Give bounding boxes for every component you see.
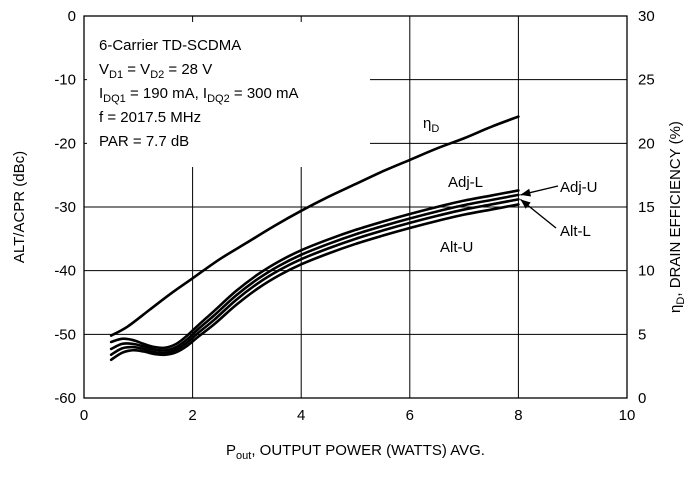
y-right-tick-label: 25 xyxy=(638,72,655,89)
label-text: = V xyxy=(123,61,150,78)
series-label: Adj-L xyxy=(448,174,483,191)
x-tick-label: 4 xyxy=(297,407,305,424)
label-text: I xyxy=(99,85,103,102)
subscript-text: DQ1 xyxy=(103,93,126,105)
label-text: Alt-U xyxy=(440,239,473,256)
subscript-text: D xyxy=(675,297,687,305)
subscript-text: D2 xyxy=(150,69,164,81)
y-left-axis-title: ALT/ACPR (dBc) xyxy=(11,151,28,263)
y-left-tick-label: -20 xyxy=(54,135,76,152)
condition-line: 6-Carrier TD-SCDMA xyxy=(99,37,241,54)
y-left-tick-label: -50 xyxy=(54,326,76,343)
label-text: Alt-L xyxy=(560,223,591,240)
subscript-text: D xyxy=(431,123,439,135)
x-axis-title: Pout, OUTPUT POWER (WATTS) AVG. xyxy=(226,442,485,462)
label-text: = 300 mA xyxy=(230,85,299,102)
label-arrow-head xyxy=(520,199,531,209)
x-tick-label: 2 xyxy=(188,407,196,424)
plot-frame xyxy=(83,15,628,399)
condition-line: f = 2017.5 MHz xyxy=(99,109,201,126)
series-line-adj-l xyxy=(109,189,520,350)
label-text: P xyxy=(226,442,236,459)
label-text: = 28 V xyxy=(164,61,212,78)
series-line--d xyxy=(109,115,520,337)
label-text: 6-Carrier TD-SCDMA xyxy=(99,37,241,54)
series-label: Alt-L xyxy=(560,223,591,240)
y-left-tick-label: -10 xyxy=(54,72,76,89)
subscript-text: D1 xyxy=(109,69,123,81)
series-label: ηD xyxy=(423,115,439,135)
y-right-tick-label: 10 xyxy=(638,263,655,280)
conditions-background xyxy=(87,22,370,167)
label-arrow-head xyxy=(520,188,532,197)
label-text: η xyxy=(423,115,431,132)
y-right-tick-label: 5 xyxy=(638,326,646,343)
chart-labels: Pout, OUTPUT POWER (WATTS) AVG. ALT/ACPR … xyxy=(11,22,687,462)
y-right-tick-label: 15 xyxy=(638,199,655,216)
y-right-axis-title: ηD, DRAIN EFFICIENCY (%) xyxy=(667,121,687,313)
x-tick-label: 6 xyxy=(406,407,414,424)
y-right-tick-label: 0 xyxy=(638,390,646,407)
x-tick-label: 0 xyxy=(80,407,88,424)
label-text: V xyxy=(99,61,109,78)
condition-line: IDQ1 = 190 mA, IDQ2 = 300 mA xyxy=(99,85,299,105)
label-text: Adj-L xyxy=(448,174,483,191)
series-label: Alt-U xyxy=(440,239,473,256)
y-left-tick-label: -30 xyxy=(54,199,76,216)
series-line-alt-l xyxy=(109,198,520,357)
condition-line: VD1 = VD2 = 28 V xyxy=(99,61,212,81)
y-left-tick-label: -40 xyxy=(54,263,76,280)
label-text: , OUTPUT POWER (WATTS) AVG. xyxy=(251,442,485,459)
chart-grid xyxy=(83,15,628,399)
label-text: η xyxy=(667,305,684,313)
x-tick-label: 8 xyxy=(514,407,522,424)
y-left-tick-label: -60 xyxy=(54,390,76,407)
label-text: Adj-U xyxy=(560,179,598,196)
subscript-text: DQ2 xyxy=(207,93,230,105)
condition-line: PAR = 7.7 dB xyxy=(99,133,189,150)
label-text: = 190 mA, I xyxy=(126,85,207,102)
y-right-tick-label: 30 xyxy=(638,8,655,25)
label-text: PAR = 7.7 dB xyxy=(99,133,189,150)
subscript-text: out xyxy=(236,450,251,462)
x-tick-label: 10 xyxy=(619,407,636,424)
label-text: f = 2017.5 MHz xyxy=(99,109,201,126)
series-line-adj-u xyxy=(109,193,520,352)
series-line-alt-u xyxy=(109,203,520,362)
series-label: Adj-U xyxy=(560,179,598,196)
y-left-tick-label: 0 xyxy=(68,8,76,25)
label-text: , DRAIN EFFICIENCY (%) xyxy=(667,121,684,297)
y-right-tick-label: 20 xyxy=(638,135,655,152)
chart-series xyxy=(109,115,520,362)
